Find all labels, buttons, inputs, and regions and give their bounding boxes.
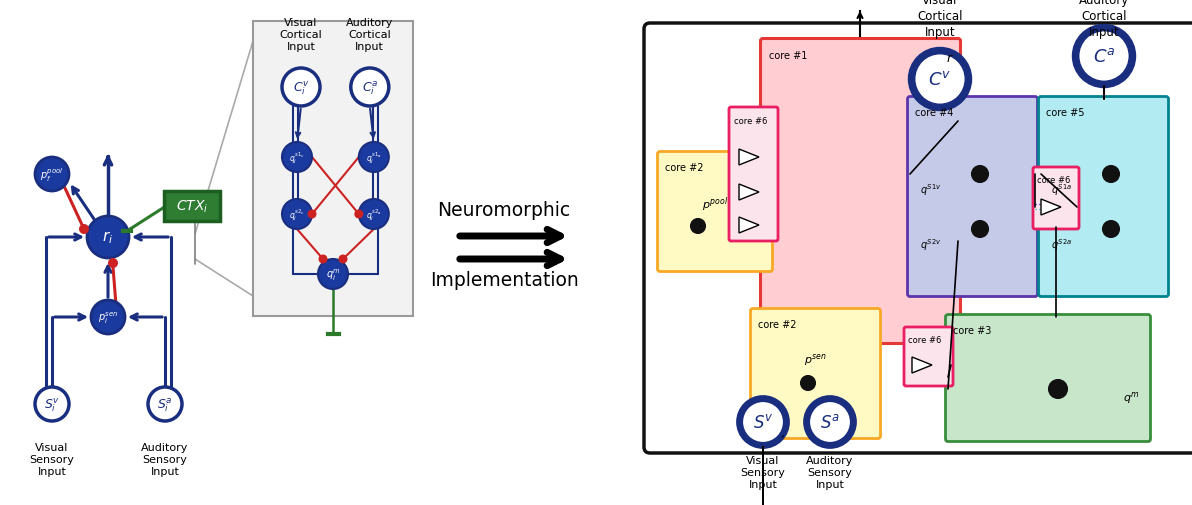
Circle shape: [318, 260, 348, 289]
Circle shape: [1074, 27, 1134, 87]
Polygon shape: [912, 358, 932, 373]
FancyBboxPatch shape: [1038, 97, 1168, 297]
Text: $p_f^{pool}$: $p_f^{pool}$: [41, 166, 63, 183]
Text: Visual
Sensory
Input: Visual Sensory Input: [30, 442, 74, 476]
Circle shape: [805, 397, 855, 447]
FancyBboxPatch shape: [253, 22, 412, 316]
Circle shape: [308, 210, 317, 219]
Circle shape: [148, 387, 182, 421]
Circle shape: [738, 397, 788, 447]
Circle shape: [91, 300, 125, 334]
FancyBboxPatch shape: [760, 39, 961, 344]
Text: Visual
Sensory
Input: Visual Sensory Input: [740, 454, 786, 489]
Circle shape: [318, 255, 328, 264]
Text: Visual
Cortical
Input: Visual Cortical Input: [280, 18, 322, 53]
Circle shape: [691, 220, 704, 233]
Text: core #2: core #2: [758, 319, 796, 329]
Text: $C^v$: $C^v$: [929, 71, 951, 89]
Text: $p_i^{sen}$: $p_i^{sen}$: [98, 310, 118, 325]
Text: Auditory
Sensory
Input: Auditory Sensory Input: [142, 442, 188, 476]
Text: $q^{S2v}$: $q^{S2v}$: [920, 237, 942, 252]
Circle shape: [359, 143, 389, 173]
FancyBboxPatch shape: [658, 152, 772, 272]
Text: $q_i^{s2_a}$: $q_i^{s2_a}$: [366, 207, 381, 223]
Text: core #4: core #4: [915, 108, 954, 118]
Text: $C_i^a$: $C_i^a$: [361, 79, 378, 96]
Circle shape: [359, 199, 389, 230]
FancyBboxPatch shape: [945, 315, 1150, 442]
Text: $q^{S1a}$: $q^{S1a}$: [1051, 182, 1072, 197]
Circle shape: [913, 53, 967, 107]
Text: $S^a$: $S^a$: [820, 413, 840, 431]
Text: core #6: core #6: [908, 335, 942, 344]
Circle shape: [35, 158, 69, 191]
Circle shape: [1049, 380, 1067, 398]
Text: $q^{S2a}$: $q^{S2a}$: [1051, 237, 1072, 252]
Circle shape: [1103, 222, 1119, 237]
Polygon shape: [739, 149, 759, 166]
Circle shape: [1078, 30, 1131, 84]
Text: $C_i^v$: $C_i^v$: [292, 79, 310, 96]
Circle shape: [108, 259, 118, 269]
Circle shape: [339, 255, 348, 264]
FancyBboxPatch shape: [644, 24, 1192, 453]
FancyBboxPatch shape: [1033, 168, 1079, 230]
Text: Neuromorphic: Neuromorphic: [437, 200, 571, 219]
Circle shape: [79, 225, 89, 234]
Circle shape: [971, 222, 988, 237]
Text: Auditory
Cortical
Input: Auditory Cortical Input: [346, 18, 393, 53]
Circle shape: [801, 376, 815, 390]
Circle shape: [350, 69, 389, 107]
Circle shape: [283, 69, 319, 107]
Text: $r_i$: $r_i$: [103, 229, 113, 246]
Text: $C^a$: $C^a$: [1093, 48, 1116, 66]
Text: $q^{S1v}$: $q^{S1v}$: [920, 182, 942, 197]
Text: $S_i^a$: $S_i^a$: [157, 395, 173, 413]
Text: r: r: [946, 52, 952, 65]
Circle shape: [283, 143, 312, 173]
Text: $p^{sen}$: $p^{sen}$: [803, 351, 826, 367]
Polygon shape: [739, 218, 759, 233]
Text: core #2: core #2: [665, 163, 703, 173]
Text: $CTX_i$: $CTX_i$: [176, 198, 209, 215]
Text: core #3: core #3: [952, 325, 992, 335]
Circle shape: [808, 400, 852, 444]
Text: $q_i^{s1_v}$: $q_i^{s1_v}$: [290, 150, 305, 166]
Text: $q_i^{s2_v}$: $q_i^{s2_v}$: [290, 207, 305, 223]
Text: Auditory
Sensory
Input: Auditory Sensory Input: [806, 454, 853, 489]
FancyBboxPatch shape: [751, 309, 881, 439]
Text: $S^v$: $S^v$: [752, 413, 774, 431]
Circle shape: [35, 387, 69, 421]
Text: Visual
Cortical
Input: Visual Cortical Input: [918, 0, 963, 38]
FancyBboxPatch shape: [730, 108, 778, 241]
Circle shape: [354, 210, 364, 219]
Circle shape: [283, 199, 312, 230]
Circle shape: [741, 400, 786, 444]
FancyBboxPatch shape: [164, 191, 221, 222]
FancyBboxPatch shape: [904, 327, 952, 386]
Polygon shape: [1041, 199, 1061, 216]
Text: Auditory
Cortical
Input: Auditory Cortical Input: [1079, 0, 1129, 38]
FancyBboxPatch shape: [907, 97, 1037, 297]
Text: $q^m$: $q^m$: [1123, 389, 1140, 405]
Text: core #6: core #6: [1037, 176, 1070, 185]
Text: $q_i^m$: $q_i^m$: [325, 267, 341, 282]
Text: $S_i^v$: $S_i^v$: [44, 395, 60, 413]
Circle shape: [971, 167, 988, 183]
Polygon shape: [739, 185, 759, 200]
Circle shape: [909, 50, 970, 110]
Text: core #1: core #1: [769, 51, 807, 61]
Text: core #5: core #5: [1047, 108, 1085, 118]
Circle shape: [87, 217, 129, 259]
Text: core #6: core #6: [734, 117, 768, 126]
Text: $q_i^{s1_a}$: $q_i^{s1_a}$: [366, 150, 381, 166]
Text: Implementation: Implementation: [429, 270, 578, 289]
Text: $p^{pool}$: $p^{pool}$: [702, 195, 728, 214]
Circle shape: [1103, 167, 1119, 183]
